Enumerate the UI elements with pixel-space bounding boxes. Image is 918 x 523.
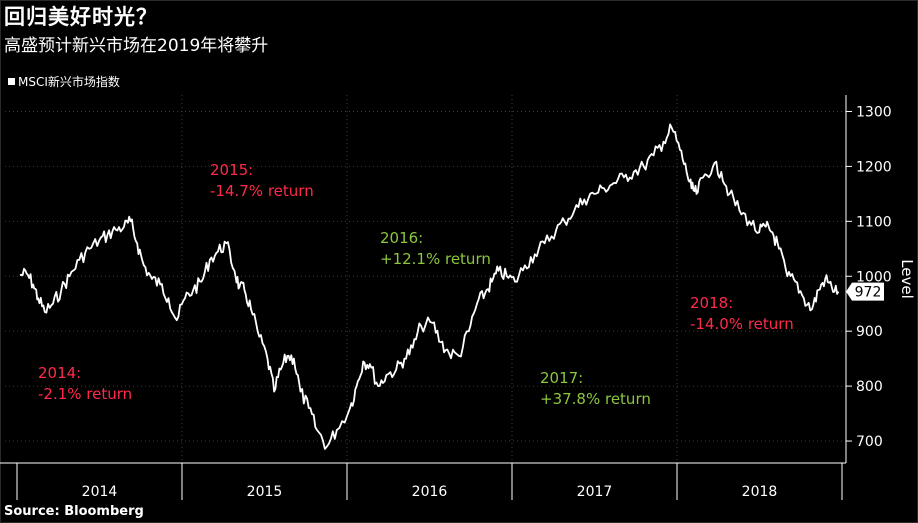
y-tick-label: 1000	[856, 269, 892, 285]
x-tick-label: 2015	[247, 484, 283, 500]
x-tick-label: 2014	[82, 484, 118, 500]
x-tick-label: 2018	[742, 484, 778, 500]
annotation-year: 2017:	[540, 369, 583, 387]
annotation-year: 2016:	[380, 229, 423, 247]
x-tick-label: 2016	[412, 484, 448, 500]
legend-label: MSCI新兴市场指数	[18, 75, 120, 89]
y-tick-label: 800	[856, 379, 883, 395]
x-tick-label: 2017	[577, 484, 613, 500]
source-note: Source: Bloomberg	[4, 504, 144, 519]
annotation-return: -14.7% return	[210, 182, 314, 200]
last-value-label: 972	[855, 285, 882, 301]
y-tick-label: 1200	[856, 159, 892, 175]
annotation-year: 2018:	[690, 294, 733, 312]
annotation-year: 2014:	[38, 364, 81, 382]
y-tick-label: 700	[856, 434, 883, 450]
series-line	[19, 123, 840, 450]
annotation-return: -14.0% return	[690, 315, 794, 333]
annotation-return: +12.1% return	[380, 250, 491, 268]
annotation-return: -2.1% return	[38, 385, 132, 403]
last-value-tag	[846, 282, 884, 301]
legend: MSCI新兴市场指数	[8, 74, 120, 90]
y-axis-label: Level	[898, 259, 916, 299]
y-tick-label: 1100	[856, 214, 892, 230]
chart-title: 回归美好时光？	[4, 5, 158, 29]
chart-subtitle: 高盛预计新兴市场在2019年将攀升	[4, 36, 269, 56]
y-tick-label: 900	[856, 324, 883, 340]
y-tick-label: 1300	[856, 104, 892, 120]
legend-swatch	[8, 78, 15, 85]
annotation-year: 2015:	[210, 161, 253, 179]
annotation-return: +37.8% return	[540, 390, 651, 408]
